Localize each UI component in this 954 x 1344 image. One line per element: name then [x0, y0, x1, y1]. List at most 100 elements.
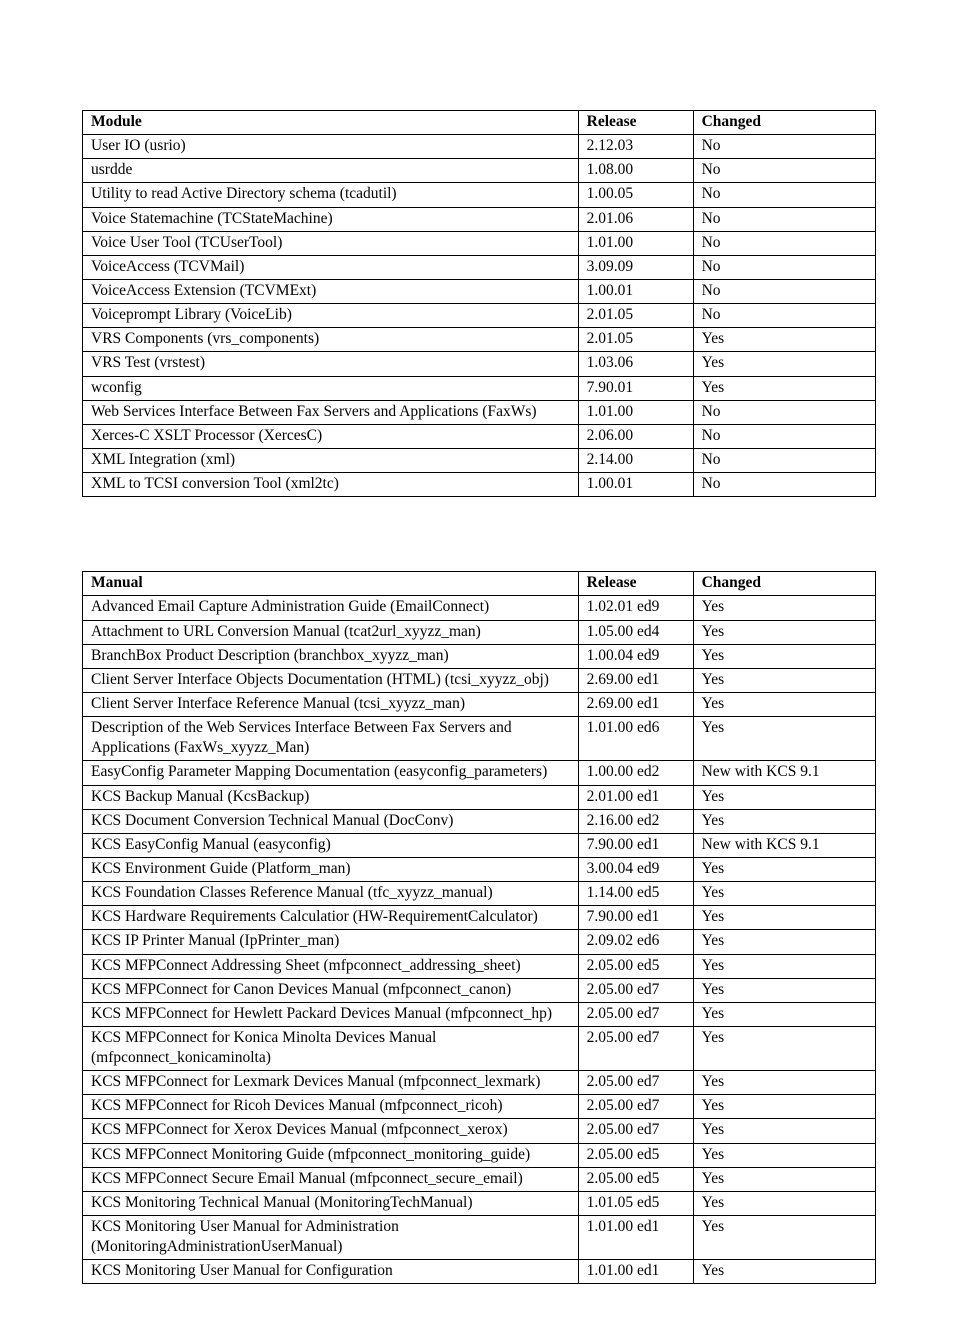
table-cell: 2.05.00 ed5	[578, 1143, 693, 1167]
col-changed: Changed	[693, 111, 875, 135]
table-cell: 1.00.01	[578, 473, 693, 497]
table-cell: Advanced Email Capture Administration Gu…	[83, 596, 579, 620]
table-cell: No	[693, 279, 875, 303]
table-row: BranchBox Product Description (branchbox…	[83, 644, 876, 668]
table-cell: VoiceAccess Extension (TCVMExt)	[83, 279, 579, 303]
table-cell: Yes	[693, 1119, 875, 1143]
table-cell: 2.05.00 ed7	[578, 978, 693, 1002]
table-cell: KCS MFPConnect for Ricoh Devices Manual …	[83, 1095, 579, 1119]
table-row: VoiceAccess Extension (TCVMExt)1.00.01No	[83, 279, 876, 303]
table-cell: 7.90.00 ed1	[578, 906, 693, 930]
table-cell: 1.02.01 ed9	[578, 596, 693, 620]
col-release: Release	[578, 572, 693, 596]
table-cell: XML to TCSI conversion Tool (xml2tc)	[83, 473, 579, 497]
col-module: Module	[83, 111, 579, 135]
table-cell: 2.01.05	[578, 304, 693, 328]
table-cell: 1.01.00	[578, 231, 693, 255]
table-cell: XML Integration (xml)	[83, 448, 579, 472]
table-cell: Attachment to URL Conversion Manual (tca…	[83, 620, 579, 644]
table-cell: 1.05.00 ed4	[578, 620, 693, 644]
table-cell: Yes	[693, 376, 875, 400]
table-cell: KCS MFPConnect for Xerox Devices Manual …	[83, 1119, 579, 1143]
table-row: Web Services Interface Between Fax Serve…	[83, 400, 876, 424]
table-header-row: Manual Release Changed	[83, 572, 876, 596]
table-cell: No	[693, 183, 875, 207]
table-row: usrdde1.08.00No	[83, 159, 876, 183]
table-row: EasyConfig Parameter Mapping Documentati…	[83, 761, 876, 785]
table-row: KCS Monitoring Technical Manual (Monitor…	[83, 1191, 876, 1215]
table-row: KCS Hardware Requirements Calculatior (H…	[83, 906, 876, 930]
table-cell: 2.06.00	[578, 424, 693, 448]
table-cell: Voice User Tool (TCUserTool)	[83, 231, 579, 255]
table-cell: No	[693, 231, 875, 255]
table-cell: KCS Foundation Classes Reference Manual …	[83, 882, 579, 906]
table-cell: wconfig	[83, 376, 579, 400]
table-cell: Yes	[693, 1167, 875, 1191]
table-cell: 2.12.03	[578, 135, 693, 159]
table-cell: 1.01.00	[578, 400, 693, 424]
table-cell: 2.01.00 ed1	[578, 785, 693, 809]
table-row: Voice Statemachine (TCStateMachine)2.01.…	[83, 207, 876, 231]
table-cell: Yes	[693, 644, 875, 668]
table-cell: Yes	[693, 1002, 875, 1026]
col-changed: Changed	[693, 572, 875, 596]
table-cell: Utility to read Active Directory schema …	[83, 183, 579, 207]
table-cell: Yes	[693, 692, 875, 716]
table-row: KCS Monitoring User Manual for Configura…	[83, 1260, 876, 1284]
table-cell: VRS Components (vrs_components)	[83, 328, 579, 352]
table-row: Description of the Web Services Interfac…	[83, 717, 876, 761]
table-cell: Yes	[693, 1216, 875, 1260]
table-cell: Yes	[693, 930, 875, 954]
table-cell: KCS MFPConnect for Canon Devices Manual …	[83, 978, 579, 1002]
table-cell: KCS MFPConnect Secure Email Manual (mfpc…	[83, 1167, 579, 1191]
table-row: KCS MFPConnect Addressing Sheet (mfpconn…	[83, 954, 876, 978]
table-cell: KCS MFPConnect for Lexmark Devices Manua…	[83, 1071, 579, 1095]
table-cell: User IO (usrio)	[83, 135, 579, 159]
table-cell: 3.09.09	[578, 255, 693, 279]
table-cell: 1.01.00 ed1	[578, 1260, 693, 1284]
table-row: Attachment to URL Conversion Manual (tca…	[83, 620, 876, 644]
table-cell: 2.69.00 ed1	[578, 692, 693, 716]
table-cell: KCS MFPConnect Monitoring Guide (mfpconn…	[83, 1143, 579, 1167]
table-cell: Client Server Interface Objects Document…	[83, 668, 579, 692]
table-cell: 7.90.01	[578, 376, 693, 400]
table-row: KCS MFPConnect Monitoring Guide (mfpconn…	[83, 1143, 876, 1167]
table-row: Voice User Tool (TCUserTool)1.01.00No	[83, 231, 876, 255]
table-cell: New with KCS 9.1	[693, 761, 875, 785]
table-header-row: Module Release Changed	[83, 111, 876, 135]
table-cell: Yes	[693, 1191, 875, 1215]
table-cell: KCS Backup Manual (KcsBackup)	[83, 785, 579, 809]
table-cell: VRS Test (vrstest)	[83, 352, 579, 376]
table-cell: 2.69.00 ed1	[578, 668, 693, 692]
table-cell: 2.09.02 ed6	[578, 930, 693, 954]
table-cell: No	[693, 255, 875, 279]
table-cell: KCS MFPConnect for Konica Minolta Device…	[83, 1026, 579, 1070]
table-cell: 2.05.00 ed7	[578, 1002, 693, 1026]
table-cell: 1.01.05 ed5	[578, 1191, 693, 1215]
table-cell: Yes	[693, 954, 875, 978]
table-row: Voiceprompt Library (VoiceLib)2.01.05No	[83, 304, 876, 328]
table-cell: 2.05.00 ed7	[578, 1095, 693, 1119]
table-row: User IO (usrio)2.12.03No	[83, 135, 876, 159]
table-cell: Voice Statemachine (TCStateMachine)	[83, 207, 579, 231]
table-cell: KCS MFPConnect for Hewlett Packard Devic…	[83, 1002, 579, 1026]
table-cell: Yes	[693, 857, 875, 881]
table-cell: No	[693, 304, 875, 328]
table-cell: 3.00.04 ed9	[578, 857, 693, 881]
table-cell: KCS Document Conversion Technical Manual…	[83, 809, 579, 833]
table-cell: Yes	[693, 1095, 875, 1119]
table-cell: EasyConfig Parameter Mapping Documentati…	[83, 761, 579, 785]
table-cell: 1.14.00 ed5	[578, 882, 693, 906]
table-cell: 1.08.00	[578, 159, 693, 183]
table-row: Client Server Interface Objects Document…	[83, 668, 876, 692]
table-cell: 2.01.05	[578, 328, 693, 352]
col-release: Release	[578, 111, 693, 135]
table-cell: 2.05.00 ed5	[578, 954, 693, 978]
table-cell: 1.00.01	[578, 279, 693, 303]
table-cell: 1.00.05	[578, 183, 693, 207]
table-cell: No	[693, 207, 875, 231]
table-cell: KCS Monitoring Technical Manual (Monitor…	[83, 1191, 579, 1215]
col-manual: Manual	[83, 572, 579, 596]
table-cell: Yes	[693, 1260, 875, 1284]
table-row: KCS IP Printer Manual (IpPrinter_man)2.0…	[83, 930, 876, 954]
